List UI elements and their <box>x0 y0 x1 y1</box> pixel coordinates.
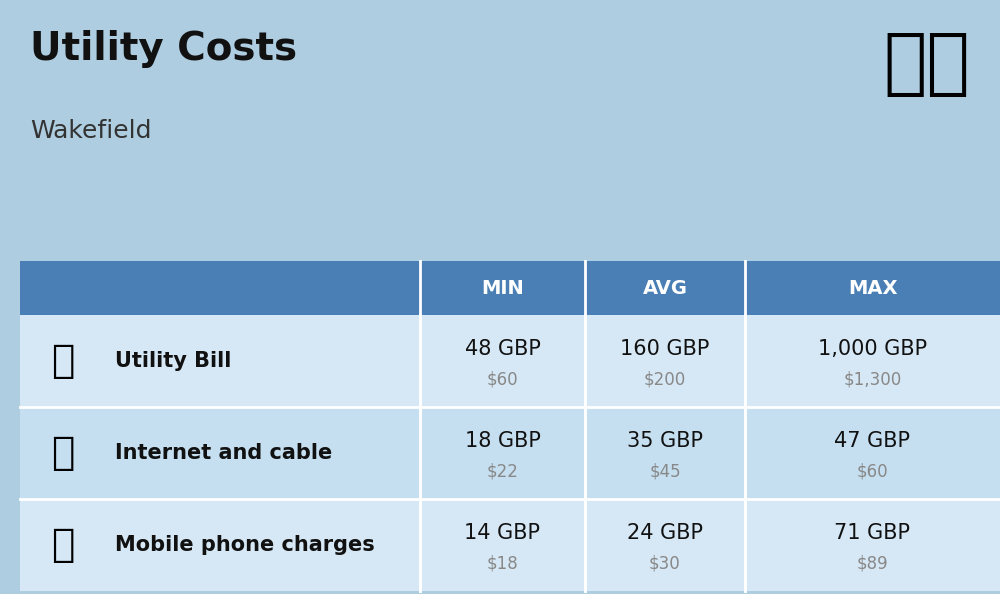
FancyBboxPatch shape <box>20 315 1000 407</box>
Text: 160 GBP: 160 GBP <box>620 339 710 359</box>
Text: 47 GBP: 47 GBP <box>834 431 910 451</box>
Text: Mobile phone charges: Mobile phone charges <box>115 535 375 555</box>
Text: Wakefield: Wakefield <box>30 119 152 143</box>
Text: MAX: MAX <box>848 279 897 298</box>
Text: 48 GBP: 48 GBP <box>465 339 540 359</box>
Text: $1,300: $1,300 <box>843 370 902 388</box>
Text: 35 GBP: 35 GBP <box>627 431 703 451</box>
Text: $22: $22 <box>487 462 518 481</box>
Text: 18 GBP: 18 GBP <box>465 431 540 451</box>
Text: 🔧: 🔧 <box>51 342 74 380</box>
Text: $45: $45 <box>649 462 681 481</box>
Text: AVG: AVG <box>642 279 687 298</box>
Text: 📱: 📱 <box>51 526 74 564</box>
FancyBboxPatch shape <box>20 261 1000 315</box>
Text: $60: $60 <box>487 370 518 388</box>
Text: Utility Costs: Utility Costs <box>30 30 297 68</box>
Text: 📶: 📶 <box>51 434 74 472</box>
FancyBboxPatch shape <box>20 499 1000 591</box>
Text: 1,000 GBP: 1,000 GBP <box>818 339 927 359</box>
Text: Utility Bill: Utility Bill <box>115 351 231 371</box>
Text: $30: $30 <box>649 554 681 573</box>
Text: $200: $200 <box>644 370 686 388</box>
Text: $60: $60 <box>857 462 888 481</box>
Text: Internet and cable: Internet and cable <box>115 443 332 463</box>
Text: 14 GBP: 14 GBP <box>464 523 540 543</box>
FancyBboxPatch shape <box>20 407 1000 499</box>
Text: $18: $18 <box>487 554 518 573</box>
Text: 71 GBP: 71 GBP <box>834 523 910 543</box>
Text: 24 GBP: 24 GBP <box>627 523 703 543</box>
Text: $89: $89 <box>857 554 888 573</box>
Text: MIN: MIN <box>481 279 524 298</box>
Text: 🇬🇧: 🇬🇧 <box>883 30 970 99</box>
